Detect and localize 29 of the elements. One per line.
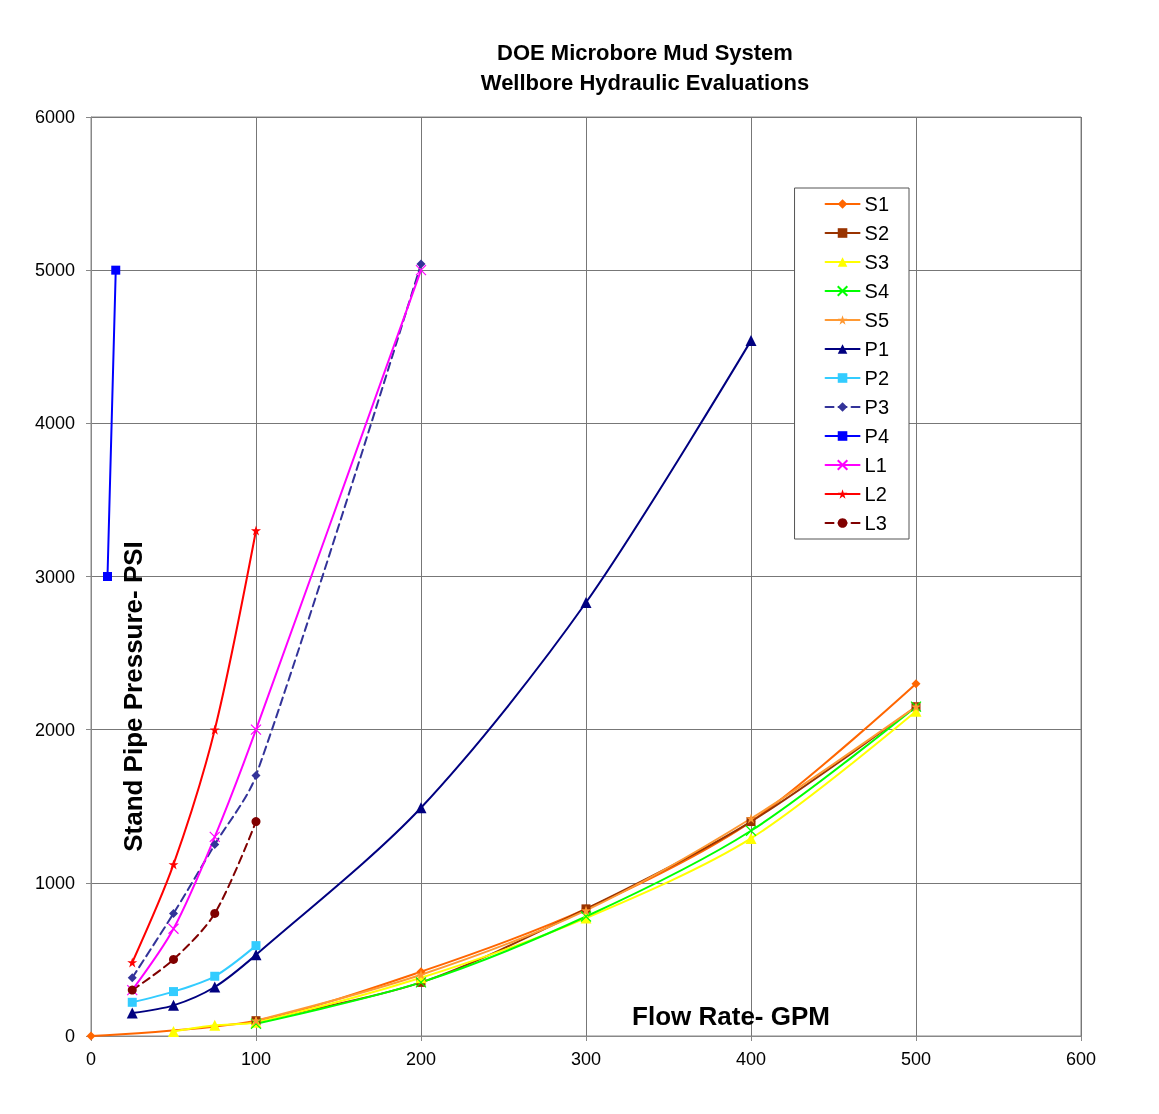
- y-tick-label: 1000: [34, 872, 75, 893]
- legend-label: P2: [864, 367, 890, 389]
- x-tick-label: 0: [85, 1049, 97, 1069]
- x-tick-label: 200: [405, 1049, 437, 1069]
- legend-label: L1: [864, 454, 887, 476]
- x-axis-title: Flow Rate- GPM: [632, 1001, 830, 1031]
- x-tick-label: 300: [570, 1049, 602, 1069]
- y-tick-label: 2000: [34, 719, 75, 740]
- legend-label: P4: [864, 425, 890, 447]
- legend-label: L2: [864, 483, 887, 505]
- y-tick-label: 3000: [34, 566, 75, 587]
- legend-label: S3: [864, 251, 890, 273]
- x-tick-label: 400: [735, 1049, 767, 1069]
- legend-label: S4: [864, 280, 890, 302]
- chart-title: DOE Microbore Mud System Wellbore Hydraulic Evaluations: [480, 39, 810, 95]
- legend-label: P1: [864, 338, 890, 360]
- y-tick-label: 0: [64, 1026, 75, 1046]
- y-tick-label: 6000: [34, 107, 75, 127]
- legend-label: P3: [864, 396, 890, 418]
- y-tick-label: 5000: [34, 260, 75, 281]
- legend-label: S5: [864, 309, 890, 331]
- y-tick-label: 4000: [34, 413, 75, 434]
- x-tick-label: 100: [240, 1049, 272, 1069]
- y-axis-title: Stand Pipe Pressure- PSI: [118, 541, 148, 852]
- x-tick-label: 500: [900, 1049, 932, 1069]
- x-tick-label: 600: [1065, 1049, 1097, 1069]
- legend-label: L3: [864, 512, 887, 534]
- legend-label: S1: [864, 193, 890, 215]
- legend-label: S2: [864, 222, 890, 244]
